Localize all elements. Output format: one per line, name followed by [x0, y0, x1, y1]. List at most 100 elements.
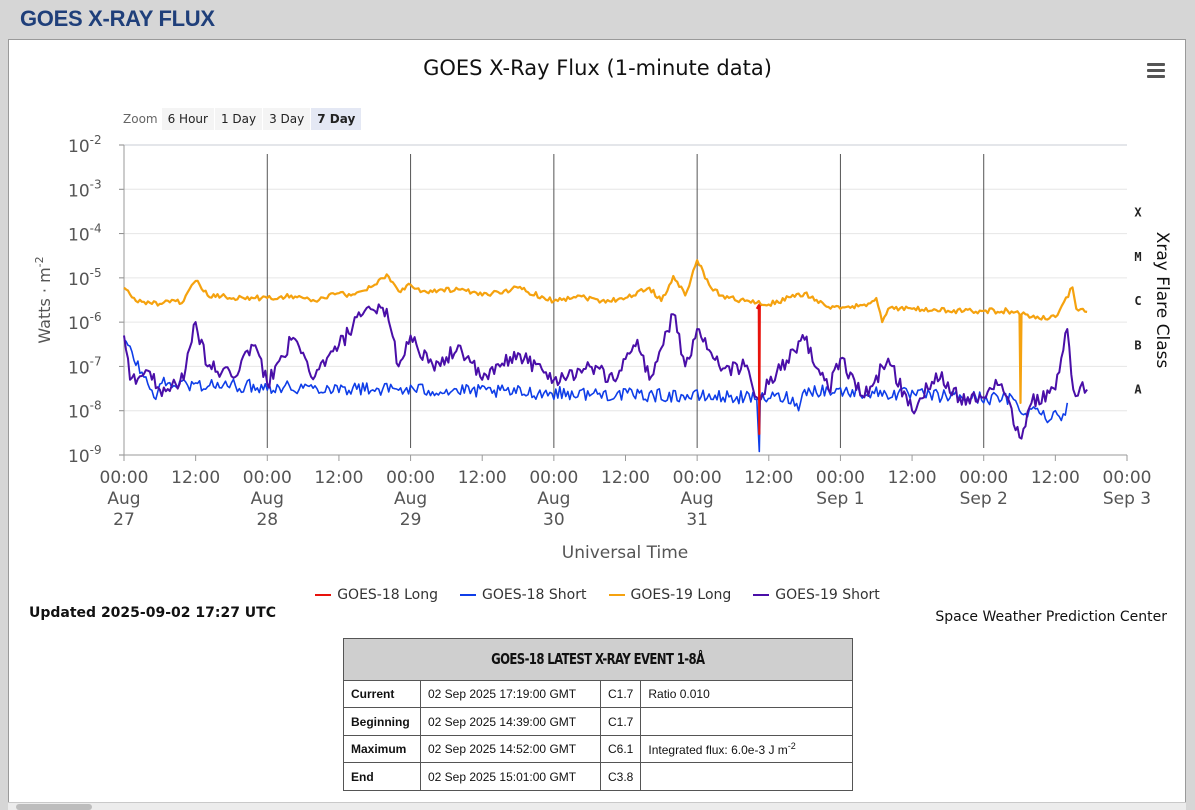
x-tick-label: Sep 2	[960, 489, 1008, 509]
row-label: Beginning	[343, 707, 421, 736]
row-class: C3.8	[599, 762, 642, 791]
zoom-3-day-button[interactable]: 3 Day	[263, 108, 311, 130]
flare-class-label: A	[1134, 383, 1142, 397]
x-tick-label: 00:00	[673, 468, 722, 488]
table-row: Current 02 Sep 2025 17:19:00 GMT C1.7 Ra…	[343, 679, 853, 709]
page-title: GOES X-RAY FLUX	[20, 6, 215, 31]
legend-swatch	[460, 594, 476, 596]
event-table-title: GOES-18 LATEST X-RAY EVENT 1-8Å	[343, 638, 853, 681]
row-extra	[640, 762, 853, 791]
xray-flux-chart: 10-210-310-410-510-610-710-810-900:00Aug…	[33, 133, 1172, 563]
legend-swatch	[753, 594, 770, 596]
row-class: C1.7	[599, 707, 642, 736]
secondary-axis-title: Xray Flare Class	[1152, 232, 1172, 369]
legend-item-goes18-short[interactable]: GOES-18 Short	[460, 587, 587, 603]
x-tick-label: 31	[686, 510, 708, 530]
x-tick-label: 27	[113, 510, 135, 530]
chart-legend: GOES-18 Long GOES-18 Short GOES-19 Long …	[0, 587, 1195, 603]
credit-text: Space Weather Prediction Center	[935, 609, 1167, 625]
y-tick-label: 10-9	[68, 443, 102, 467]
y-tick-label: 10-6	[68, 310, 102, 334]
series-line-goes-19-long	[123, 259, 1088, 404]
series-line-goes-19-short	[123, 303, 1088, 440]
row-extra	[640, 707, 853, 736]
row-class: C6.1	[599, 734, 642, 764]
flare-class-label: C	[1134, 294, 1141, 308]
x-tick-label: Aug	[251, 489, 284, 509]
row-extra: Ratio 0.010	[640, 679, 853, 709]
flare-class-label: M	[1134, 250, 1141, 264]
y-tick-label: 10-4	[68, 222, 102, 246]
y-tick-label: 10-3	[68, 177, 102, 201]
xray-event-table: GOES-18 LATEST X-RAY EVENT 1-8Å Current …	[343, 638, 853, 791]
zoom-controls: Zoom 6 Hour 1 Day 3 Day 7 Day	[118, 107, 362, 131]
x-tick-label: 00:00	[529, 468, 578, 488]
x-tick-label: 30	[543, 510, 565, 530]
event-table-title-text: GOES-18 LATEST X-RAY EVENT 1-8Å	[491, 650, 705, 669]
x-tick-label: Sep 1	[816, 489, 864, 509]
row-extra: Integrated flux: 6.0e-3 J m-2	[640, 734, 853, 764]
y-axis-title: Watts · m-2	[33, 256, 54, 343]
x-tick-label: 00:00	[1103, 468, 1152, 488]
row-time: 02 Sep 2025 17:19:00 GMT	[420, 679, 601, 709]
x-tick-label: 29	[400, 510, 422, 530]
flare-class-label: X	[1134, 206, 1142, 220]
x-tick-label: 12:00	[458, 468, 507, 488]
x-tick-label: Aug	[107, 489, 140, 509]
y-tick-label: 10-8	[68, 399, 102, 423]
x-tick-label: Sep 3	[1103, 489, 1151, 509]
zoom-label: Zoom	[123, 112, 158, 126]
x-tick-label: 12:00	[888, 468, 937, 488]
y-tick-label: 10-7	[68, 354, 102, 378]
chart-title: GOES X-Ray Flux (1-minute data)	[423, 56, 772, 80]
x-tick-label: 00:00	[243, 468, 292, 488]
flare-class-label: B	[1134, 338, 1141, 352]
x-tick-label: 12:00	[1031, 468, 1080, 488]
x-tick-label: 12:00	[601, 468, 650, 488]
x-axis-title: Universal Time	[562, 543, 688, 563]
x-tick-label: Aug	[394, 489, 427, 509]
legend-swatch	[315, 594, 332, 596]
legend-swatch	[608, 594, 625, 596]
row-time: 02 Sep 2025 14:52:00 GMT	[420, 734, 601, 764]
legend-label: GOES-18 Long	[337, 587, 438, 603]
x-tick-label: 00:00	[959, 468, 1008, 488]
row-time: 02 Sep 2025 15:01:00 GMT	[420, 762, 601, 791]
series-line-goes-18-short	[123, 339, 1069, 453]
row-class: C1.7	[599, 679, 642, 709]
y-tick-label: 10-2	[68, 133, 102, 157]
x-tick-label: 12:00	[171, 468, 220, 488]
table-row: Maximum 02 Sep 2025 14:52:00 GMT C6.1 In…	[343, 734, 853, 764]
legend-item-goes19-short[interactable]: GOES-19 Short	[753, 587, 880, 603]
table-row: Beginning 02 Sep 2025 14:39:00 GMT C1.7	[343, 707, 853, 736]
updated-timestamp: Updated 2025-09-02 17:27 UTC	[29, 605, 276, 621]
x-tick-label: 28	[256, 510, 278, 530]
scrollbar-thumb[interactable]	[16, 804, 92, 810]
x-tick-label: 00:00	[816, 468, 865, 488]
legend-label: GOES-19 Long	[630, 587, 732, 603]
zoom-6-hour-button[interactable]: 6 Hour	[161, 108, 214, 130]
integrated-flux-text: Integrated flux: 6.0e-3 J m	[648, 743, 788, 758]
legend-label: GOES-18 Short	[482, 587, 587, 603]
x-tick-label: 12:00	[744, 468, 793, 488]
legend-item-goes19-long[interactable]: GOES-19 Long	[608, 587, 732, 603]
row-label: Current	[343, 679, 421, 709]
integrated-flux-exponent: -2	[787, 741, 796, 752]
legend-item-goes18-long[interactable]: GOES-18 Long	[315, 587, 438, 603]
table-row: End 02 Sep 2025 15:01:00 GMT C3.8	[343, 762, 853, 791]
zoom-1-day-button[interactable]: 1 Day	[214, 108, 263, 130]
row-label: End	[343, 762, 421, 791]
x-tick-label: 12:00	[314, 468, 363, 488]
y-tick-label: 10-5	[68, 266, 102, 290]
x-tick-label: Aug	[681, 489, 714, 509]
x-tick-label: Aug	[537, 489, 570, 509]
legend-label: GOES-19 Short	[775, 587, 880, 603]
x-tick-label: 00:00	[386, 468, 435, 488]
hamburger-menu-icon[interactable]	[1147, 63, 1165, 79]
plot-area	[124, 145, 1127, 455]
zoom-7-day-button[interactable]: 7 Day	[311, 108, 362, 130]
horizontal-scrollbar[interactable]	[8, 802, 1186, 810]
x-tick-label: 00:00	[100, 468, 149, 488]
row-time: 02 Sep 2025 14:39:00 GMT	[420, 707, 601, 736]
row-label: Maximum	[343, 734, 421, 764]
